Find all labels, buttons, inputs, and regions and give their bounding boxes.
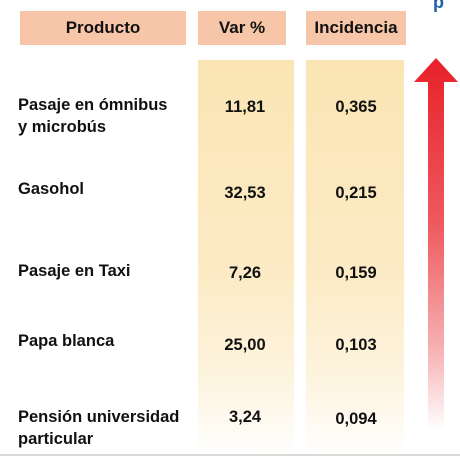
- product-name-line2: y microbús: [18, 118, 107, 136]
- product-name-line1: Papa blanca: [18, 332, 115, 350]
- product-name-line1: Pasaje en ómnibus: [18, 96, 168, 114]
- incidence-value: 0,365: [335, 98, 377, 116]
- product-name: Pasaje en Taxi: [18, 260, 198, 282]
- product-name: Gasohol: [18, 178, 198, 200]
- var-value: 25,00: [224, 336, 266, 354]
- product-name-line2: particular: [18, 430, 94, 448]
- divider: [0, 454, 460, 456]
- header-var: Var %: [198, 11, 286, 45]
- var-value: 11,81: [224, 98, 266, 116]
- header-product: Producto: [20, 11, 186, 45]
- incidence-value: 0,103: [335, 336, 377, 354]
- header-incidence: Incidencia: [306, 11, 406, 45]
- incidence-value: 0,159: [335, 264, 377, 282]
- incidence-value: 0,215: [335, 184, 377, 202]
- product-name-line1: Pasaje en Taxi: [18, 262, 131, 280]
- var-value: 3,24: [228, 408, 262, 426]
- product-name-line1: Gasohol: [18, 180, 85, 198]
- var-column-background: [198, 60, 294, 458]
- incidence-column-background: [306, 60, 404, 458]
- product-name: Pasaje en ómnibus y microbús: [18, 94, 198, 138]
- var-value: 32,53: [224, 184, 266, 202]
- up-arrow-icon: [414, 58, 458, 430]
- product-name-line1: Pensión universidad: [18, 408, 180, 426]
- incidence-value: 0,094: [335, 410, 377, 428]
- product-name: Pensión universidad particular: [18, 406, 198, 450]
- product-name: Papa blanca: [18, 330, 198, 352]
- partial-title-glyph: p: [433, 0, 444, 12]
- var-value: 7,26: [228, 264, 262, 282]
